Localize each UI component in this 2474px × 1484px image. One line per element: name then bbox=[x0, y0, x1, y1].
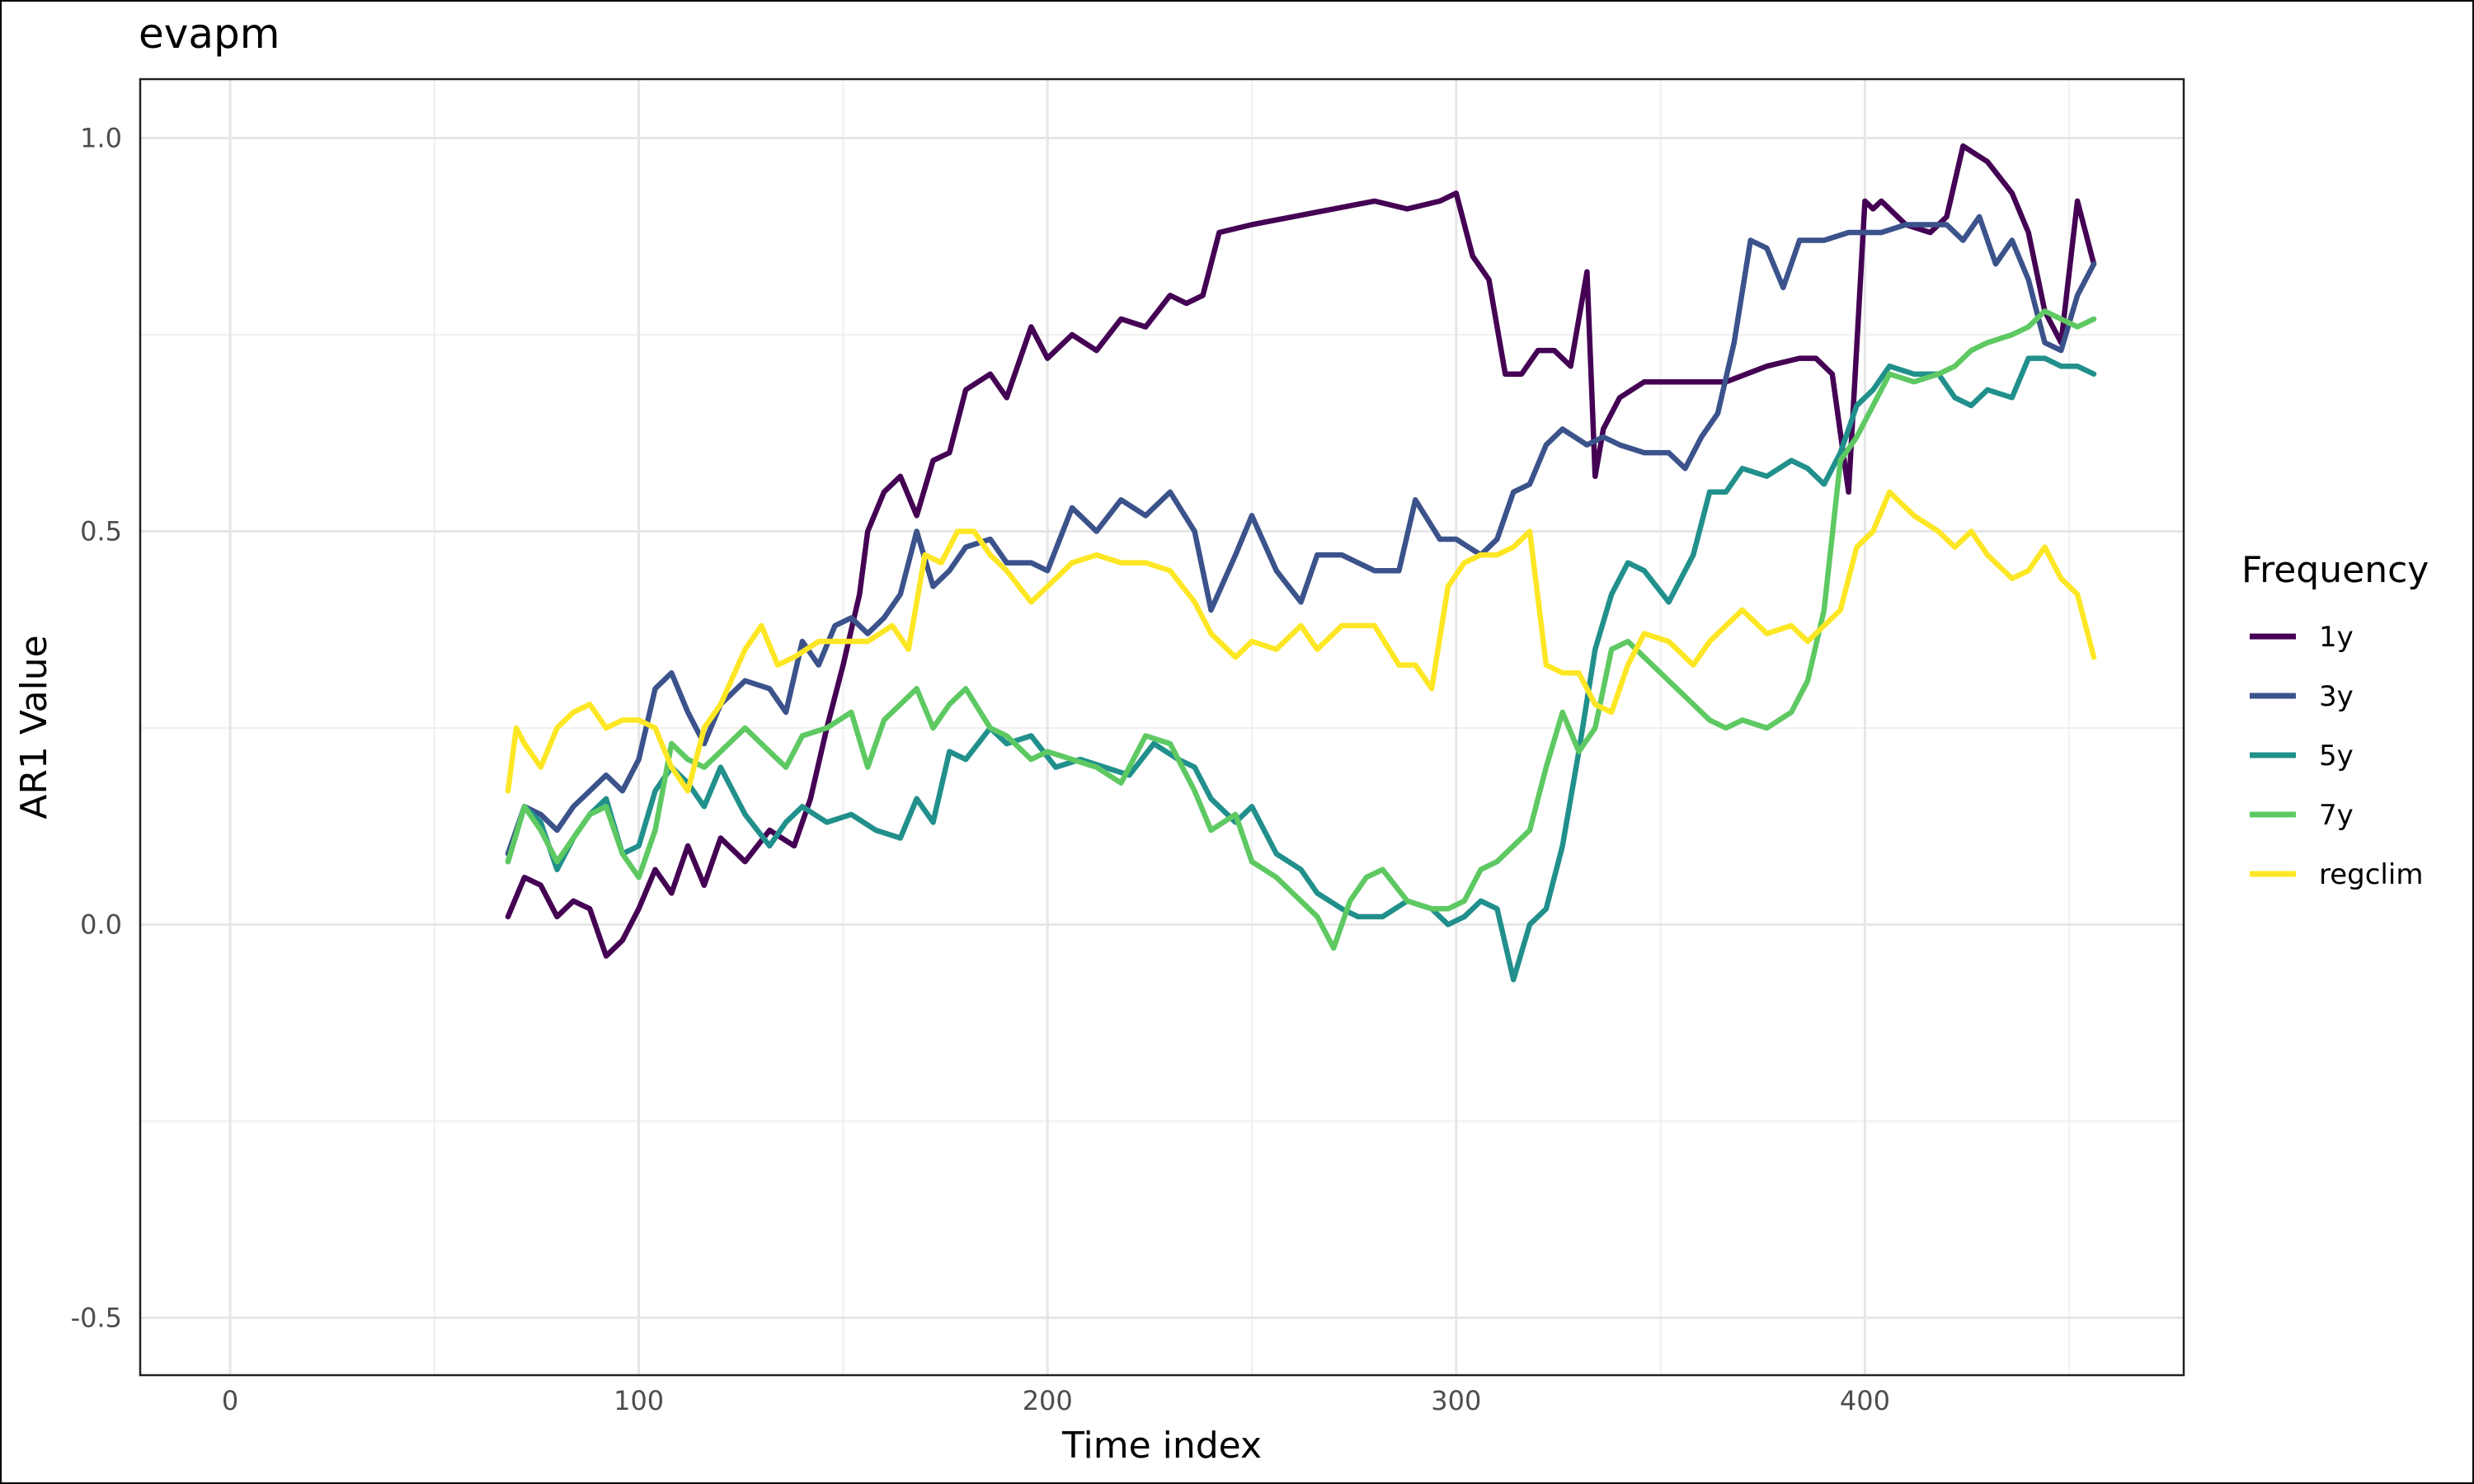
y-tick-label: 0.5 bbox=[80, 515, 122, 547]
chart-title: evapm bbox=[139, 10, 280, 58]
legend-item-7y: 7y bbox=[2250, 799, 2354, 832]
legend-label: 1y bbox=[2319, 621, 2354, 654]
series-line-regclim bbox=[505, 489, 2097, 794]
y-tick-label: 0.0 bbox=[80, 909, 122, 940]
plot-panel-border bbox=[139, 77, 2185, 1377]
legend-item-1y: 1y bbox=[2250, 621, 2354, 654]
series-line-1y bbox=[505, 143, 2097, 959]
legend: Frequency 1y 3y 5y 7y regclim bbox=[2241, 549, 2429, 891]
grid-major bbox=[140, 79, 2184, 1375]
series-layer bbox=[505, 143, 2097, 983]
x-tick-label: 300 bbox=[1431, 1385, 1481, 1416]
legend-item-3y: 3y bbox=[2250, 680, 2354, 713]
series-line-7y bbox=[505, 308, 2097, 951]
legend-label: 5y bbox=[2319, 740, 2354, 773]
series-line-5y bbox=[505, 355, 2097, 983]
x-tick-label: 100 bbox=[614, 1385, 664, 1416]
y-axis-label: AR1 Value bbox=[13, 635, 55, 819]
x-axis-label: Time index bbox=[1061, 1425, 1262, 1467]
legend-label: 7y bbox=[2319, 799, 2354, 832]
x-tick-label: 0 bbox=[222, 1385, 238, 1416]
series-line-3y bbox=[505, 214, 2097, 857]
x-tick-label: 200 bbox=[1023, 1385, 1073, 1416]
y-axis-ticks: -0.5 0.0 0.5 1.0 bbox=[71, 123, 122, 1334]
y-tick-label: -0.5 bbox=[71, 1302, 122, 1333]
x-axis-ticks: 0 100 200 300 400 bbox=[222, 1385, 1890, 1416]
y-tick-label: 1.0 bbox=[80, 123, 122, 154]
legend-label: regclim bbox=[2319, 858, 2423, 891]
legend-item-regclim: regclim bbox=[2250, 858, 2423, 891]
legend-label: 3y bbox=[2319, 680, 2354, 713]
grid-minor bbox=[140, 79, 2184, 1375]
x-tick-label: 400 bbox=[1840, 1385, 1890, 1416]
legend-item-5y: 5y bbox=[2250, 740, 2354, 773]
legend-title: Frequency bbox=[2241, 549, 2429, 591]
